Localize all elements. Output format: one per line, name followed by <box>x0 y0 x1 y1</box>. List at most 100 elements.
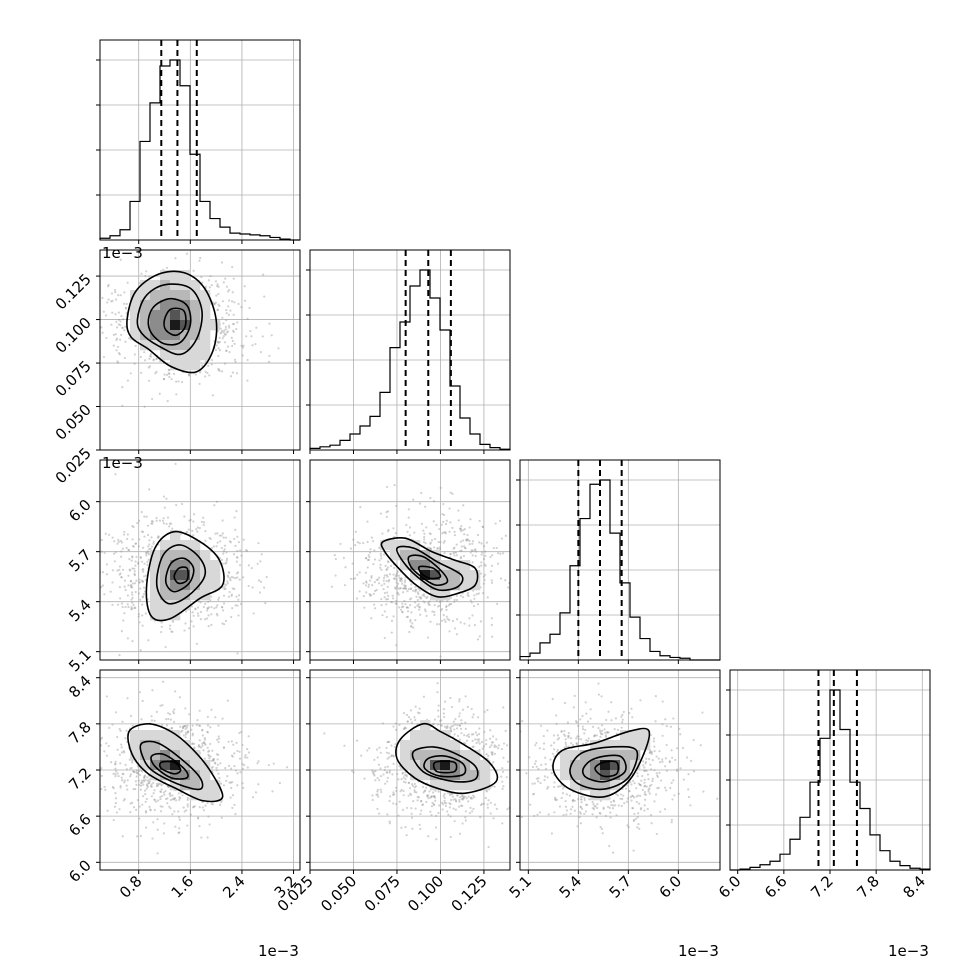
sample-point <box>217 753 220 756</box>
sample-point <box>127 548 130 552</box>
sample-point <box>197 816 200 819</box>
density-cell <box>150 590 161 601</box>
sample-point <box>105 754 109 757</box>
sample-point <box>635 800 638 804</box>
sample-point <box>639 808 642 811</box>
sample-point <box>236 784 239 787</box>
sample-point <box>124 588 127 592</box>
sample-point <box>143 562 146 565</box>
density-cell <box>160 340 171 351</box>
sample-point <box>215 612 218 616</box>
sample-point <box>225 309 228 312</box>
sample-point <box>461 539 465 542</box>
sample-point <box>375 588 378 592</box>
sample-point <box>237 540 240 544</box>
sample-point <box>437 540 440 544</box>
sample-point <box>701 711 704 714</box>
sample-point <box>471 745 474 748</box>
sample-point <box>186 724 189 727</box>
sample-point <box>168 369 171 372</box>
sample-point <box>584 728 587 732</box>
sample-point <box>123 530 126 534</box>
sample-point <box>432 500 436 503</box>
sample-point <box>221 519 224 522</box>
sample-point <box>418 712 421 715</box>
sample-point <box>420 491 423 495</box>
sample-point <box>643 793 646 796</box>
sample-point <box>395 585 399 588</box>
sample-point <box>162 517 165 520</box>
sample-point <box>215 766 218 769</box>
sample-point <box>414 785 418 788</box>
sample-point <box>427 835 430 838</box>
sample-point <box>403 581 406 584</box>
sample-point <box>93 624 95 626</box>
sample-point <box>468 617 471 620</box>
sample-point <box>407 606 410 609</box>
sample-point <box>553 755 556 758</box>
sample-point <box>564 741 567 744</box>
sample-point <box>187 373 191 376</box>
sample-point <box>571 800 574 803</box>
sample-point <box>544 763 547 766</box>
sample-point <box>235 372 239 375</box>
sample-point <box>413 606 417 609</box>
sample-point <box>464 816 467 819</box>
sample-point <box>181 794 184 797</box>
density-cell <box>140 740 151 751</box>
sample-point <box>252 612 255 615</box>
sample-point <box>118 318 121 321</box>
sample-point <box>379 563 382 566</box>
sample-point <box>401 772 404 775</box>
sample-point <box>462 504 465 507</box>
sample-point <box>471 549 474 552</box>
sample-point <box>616 728 619 732</box>
sample-point <box>404 587 407 590</box>
sample-point <box>210 708 213 711</box>
density-cell <box>470 570 481 581</box>
sample-point <box>407 588 411 591</box>
sample-point <box>473 597 476 600</box>
sample-point <box>147 551 150 554</box>
density-cell <box>140 290 151 301</box>
sample-point <box>209 537 212 541</box>
sample-point <box>148 357 151 360</box>
density-cell <box>460 750 471 761</box>
sample-point <box>442 513 446 517</box>
sample-point <box>606 731 609 734</box>
sample-point <box>206 801 209 804</box>
sample-point <box>155 370 158 373</box>
sample-point <box>461 822 464 825</box>
sample-point <box>123 751 126 754</box>
sample-point <box>372 592 375 595</box>
sample-point <box>462 797 465 800</box>
sample-point <box>479 620 483 623</box>
sample-point <box>455 727 459 730</box>
sample-point <box>485 743 488 746</box>
sample-point <box>394 587 397 590</box>
sample-point <box>654 720 657 723</box>
sample-point <box>172 720 176 724</box>
sample-point <box>241 743 244 747</box>
sample-point <box>459 795 462 799</box>
density-cell <box>410 760 421 771</box>
sample-point <box>142 592 146 596</box>
sample-point <box>114 763 117 766</box>
sample-point <box>619 797 622 800</box>
sample-point <box>204 370 207 373</box>
sample-point <box>144 800 147 804</box>
sample-point <box>634 817 637 821</box>
sample-point <box>664 786 667 789</box>
sample-point <box>369 594 372 597</box>
contour-level-2 <box>581 754 627 783</box>
sample-point <box>178 818 181 821</box>
sample-point <box>191 742 194 745</box>
density-cell <box>200 550 211 561</box>
sample-point <box>409 792 412 795</box>
sample-point <box>162 377 166 381</box>
sample-point <box>146 560 149 563</box>
sample-point <box>118 808 121 811</box>
density-cell <box>200 340 211 351</box>
sample-point <box>129 775 132 778</box>
sample-point <box>160 621 163 624</box>
